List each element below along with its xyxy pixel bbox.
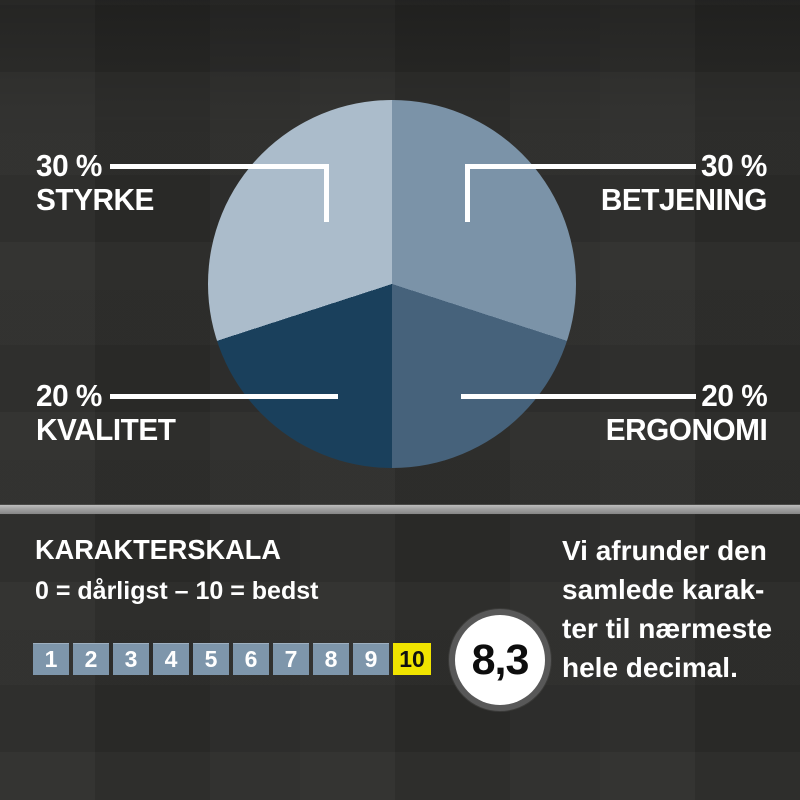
scale-box-5: 5 [193, 643, 229, 675]
label-styrke: 30 % STYRKE [36, 149, 154, 217]
callout-line-styrke-horizontal [110, 164, 329, 169]
label-ergonomi: 20 % ERGONOMI [605, 379, 767, 447]
label-styrke-name: STYRKE [36, 182, 154, 217]
callout-line-ergonomi-horizontal [461, 394, 696, 399]
scale-box-9: 9 [353, 643, 389, 675]
label-betjening-percent: 30 % [701, 148, 767, 183]
rounding-note-line: ter til nærmeste [562, 613, 773, 644]
scale-box-3: 3 [113, 643, 149, 675]
rounding-note-line: Vi afrunder den [562, 535, 767, 566]
callout-line-kvalitet-horizontal [110, 394, 338, 399]
callout-line-styrke-vertical [324, 164, 329, 222]
scale-box-4: 4 [153, 643, 189, 675]
label-kvalitet-name: KVALITET [36, 412, 176, 447]
rounding-note-line: samlede karak- [562, 574, 765, 605]
rating-scale: 1 2 3 4 5 6 7 8 9 10 [33, 643, 431, 675]
scale-box-2: 2 [73, 643, 109, 675]
rating-value: 8,3 [455, 615, 545, 705]
label-betjening: 30 % BETJENING [601, 149, 767, 217]
label-ergonomi-percent: 20 % [701, 378, 767, 413]
callout-line-betjening-horizontal [465, 164, 696, 169]
label-kvalitet: 20 % KVALITET [36, 378, 176, 447]
scale-box-8: 8 [313, 643, 349, 675]
label-betjening-name: BETJENING [600, 182, 767, 217]
scale-box-1: 1 [33, 643, 69, 675]
scale-subtitle: 0 = dårligst – 10 = bedst [35, 577, 319, 605]
label-ergonomi-name: ERGONOMI [605, 412, 767, 447]
callout-line-betjening-vertical [465, 164, 470, 222]
rounding-note-line: hele decimal. [562, 652, 738, 683]
label-styrke-percent: 30 % [36, 148, 102, 183]
rating-badge: 8,3 [449, 609, 551, 711]
scale-box-7: 7 [273, 643, 309, 675]
section-divider [0, 504, 800, 514]
pie-chart [208, 100, 576, 468]
label-kvalitet-percent: 20 % [36, 378, 102, 413]
scale-title: KARAKTERSKALA [35, 534, 281, 565]
rounding-note: Vi afrunder den samlede karak- ter til n… [562, 531, 772, 687]
scale-box-10: 10 [393, 643, 431, 675]
scale-box-6: 6 [233, 643, 269, 675]
